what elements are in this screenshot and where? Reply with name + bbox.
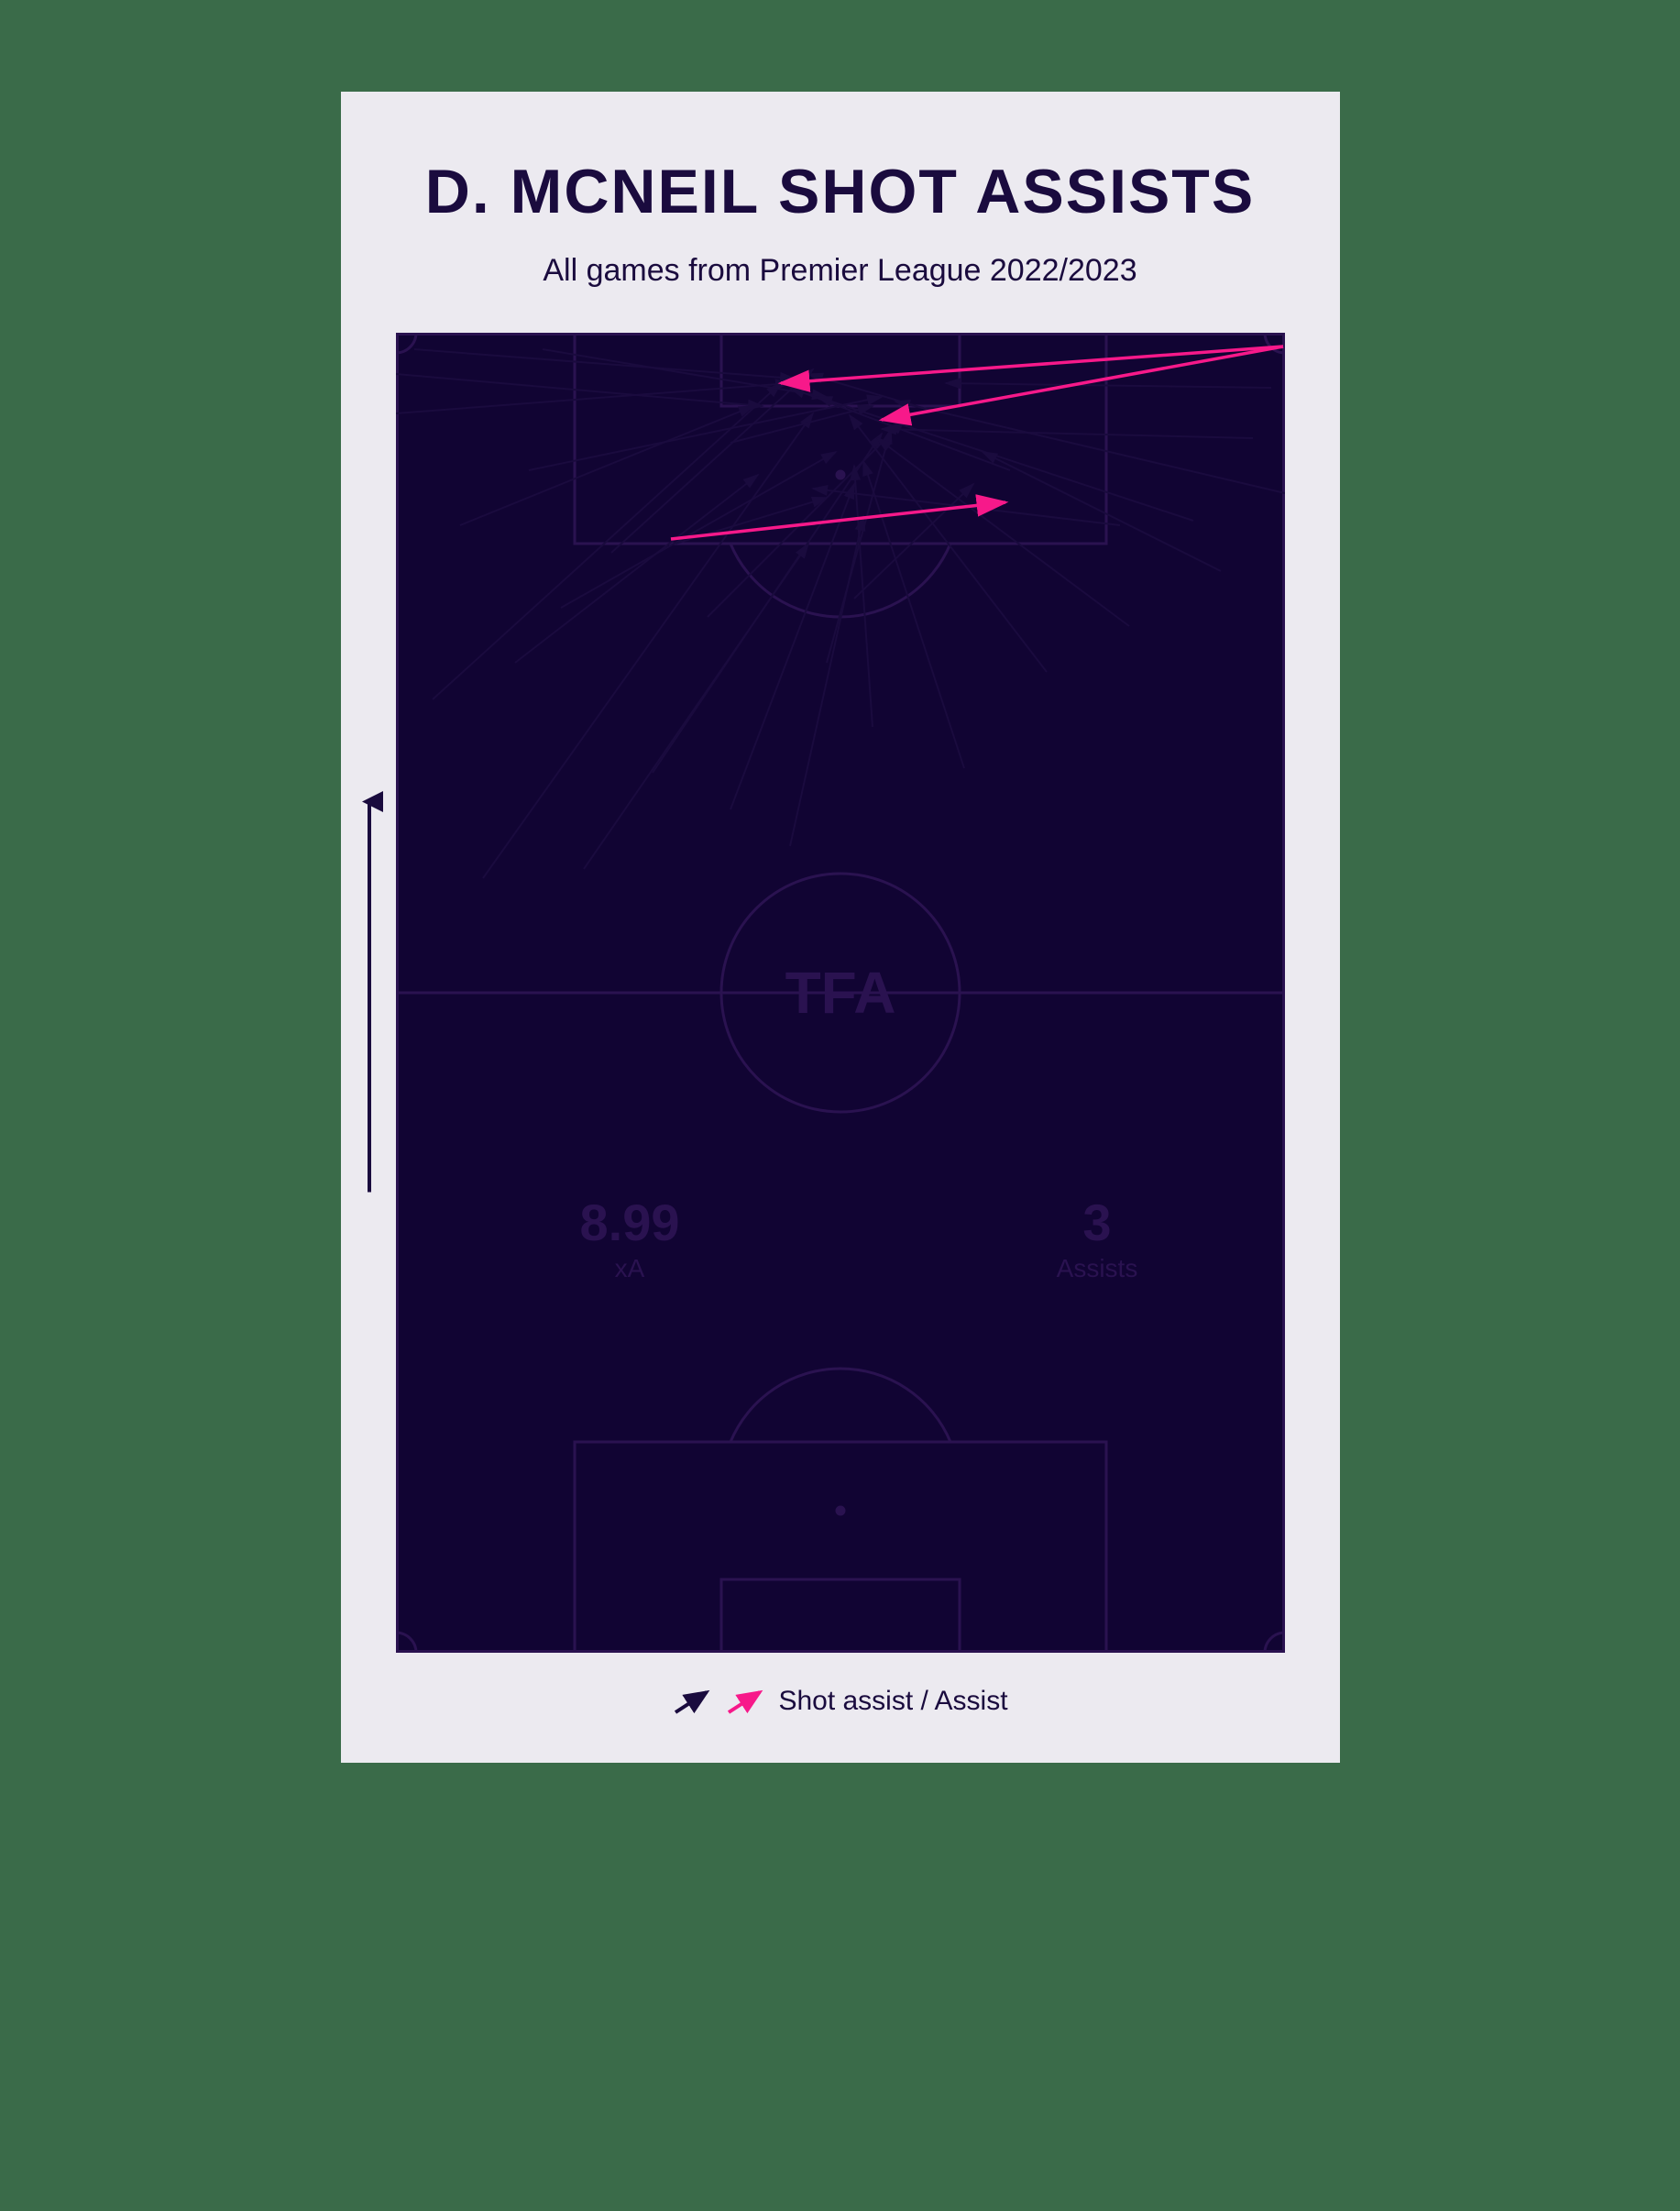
chart-card: D. MCNEIL SHOT ASSISTS All games from Pr… bbox=[341, 92, 1340, 1763]
xa-label: xA bbox=[614, 1254, 644, 1282]
assist-arrow bbox=[781, 346, 1283, 383]
assists-label: Assists bbox=[1056, 1254, 1137, 1282]
legend-assist-arrow-icon bbox=[725, 1687, 765, 1716]
shot-assist-arrows bbox=[396, 349, 1285, 878]
shot-assist-arrow bbox=[584, 544, 808, 869]
legend-shot-assist-arrow-icon bbox=[672, 1687, 712, 1716]
shot-assist-arrow bbox=[946, 383, 1271, 388]
shot-assist-arrow bbox=[790, 516, 863, 846]
chart-title: D. MCNEIL SHOT ASSISTS bbox=[396, 156, 1285, 227]
shot-assist-arrow bbox=[895, 402, 1285, 493]
assists-value: 3 bbox=[1082, 1194, 1111, 1251]
assist-arrow bbox=[671, 502, 1005, 539]
shot-assist-arrow bbox=[396, 383, 790, 413]
shot-assist-arrow bbox=[790, 388, 1010, 470]
legend-label: Shot assist / Assist bbox=[778, 1686, 1007, 1717]
shot-assist-arrow bbox=[827, 429, 891, 663]
shot-assist-arrow bbox=[515, 475, 758, 663]
shot-assist-arrow bbox=[433, 383, 781, 699]
watermark-text: TFA bbox=[785, 960, 895, 1026]
assist-arrow bbox=[882, 346, 1283, 420]
pitch-svg: TFA 8.99 xA 3 Assists bbox=[396, 333, 1285, 1653]
football-pitch: TFA 8.99 xA 3 Assists bbox=[396, 333, 1285, 1653]
pitch-wrapper: TFA 8.99 xA 3 Assists bbox=[396, 333, 1285, 1653]
shot-assist-arrow bbox=[529, 397, 882, 470]
chart-subtitle: All games from Premier League 2022/2023 bbox=[396, 253, 1285, 289]
xa-value: 8.99 bbox=[579, 1194, 679, 1251]
direction-of-play-arrow-icon bbox=[356, 789, 383, 1197]
shot-assist-arrow bbox=[414, 349, 795, 379]
legend: Shot assist / Assist bbox=[396, 1686, 1285, 1717]
shot-assist-arrow bbox=[483, 413, 813, 878]
shot-assist-arrow bbox=[460, 406, 753, 525]
shot-assist-arrow bbox=[877, 438, 1129, 626]
